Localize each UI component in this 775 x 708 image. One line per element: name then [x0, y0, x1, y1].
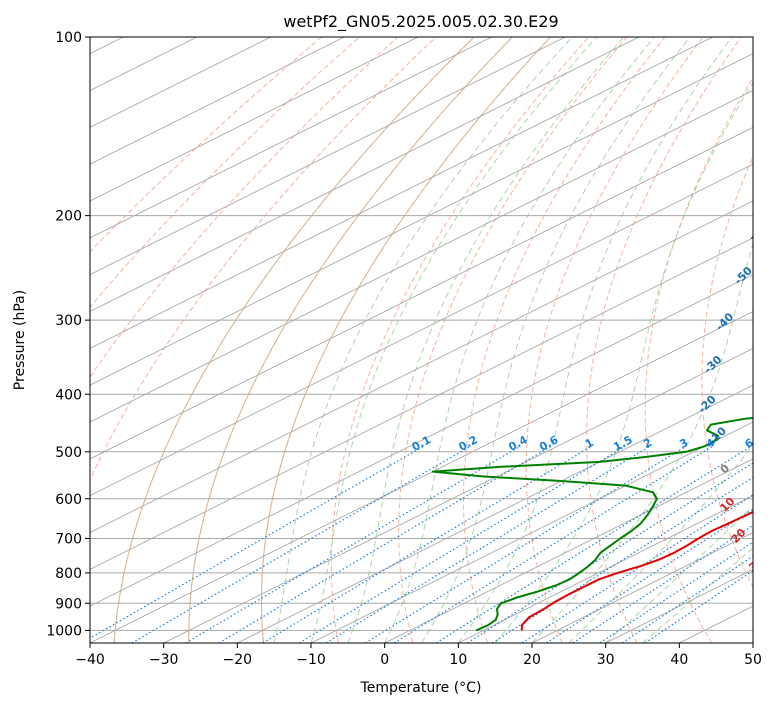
isotherm-line [90, 37, 566, 276]
isotherm-line [90, 37, 713, 349]
isotherm-line [90, 310, 753, 643]
mixing-ratio-line [298, 446, 626, 643]
mixing-ratio-line [467, 462, 753, 643]
mixing-ratio-line [325, 446, 650, 643]
x-tick-label: 30 [597, 652, 615, 668]
y-tick-label: 1000 [46, 623, 82, 639]
isotherm-line [90, 89, 753, 423]
isotherm-label: -60 [746, 220, 769, 243]
x-tick-label: 10 [449, 652, 467, 668]
isotherm-line [90, 200, 753, 534]
isotherm-line [90, 126, 753, 460]
moist-adiabat-line [605, 505, 753, 643]
y-tick-label: 100 [55, 30, 82, 46]
moist-adiabat-line [494, 81, 753, 643]
data-lines [431, 417, 753, 632]
x-tick-label: 0 [380, 652, 389, 668]
moist-adiabat-line [384, 37, 655, 643]
chart-title: wetPf2_GN05.2025.005.02.30.E29 [283, 12, 558, 32]
isotherm-line [90, 37, 492, 239]
isotherm-line [163, 347, 753, 643]
y-tick-label: 400 [55, 387, 82, 403]
moist-adiabat-line [273, 37, 573, 643]
mixing-ratio-line [218, 446, 551, 643]
isotherm-line [310, 421, 753, 643]
isotherm-line [90, 37, 419, 202]
mixing-ratio-line [131, 446, 471, 643]
x-tick-label: 40 [670, 652, 688, 668]
reference-curve [261, 37, 551, 643]
mixing-ratio-line [521, 494, 753, 643]
x-axis: −40 −30 −20 −10 0 10 20 30 40 50 [75, 643, 762, 668]
moist-adiabat-line [457, 37, 733, 643]
dry-adiabat-line [701, 155, 753, 588]
y-tick-label: 600 [55, 492, 82, 508]
reference-curve [188, 37, 513, 643]
isotherm-line [384, 458, 753, 643]
mixing-ratio-line [599, 541, 753, 643]
dry-adiabat-line [90, 37, 437, 481]
mixing-ratio-line [436, 446, 752, 643]
reference-curve [113, 37, 475, 643]
y-tick-label: 900 [55, 596, 82, 612]
mixing-ratio-label: 6 [743, 436, 756, 451]
y-axis: 100 200 300 400 500 600 700 800 900 1000 [46, 30, 90, 639]
x-axis-title: Temperature (°C) [360, 680, 482, 696]
isotherm-line [90, 37, 345, 165]
x-tick-label: −40 [75, 652, 105, 668]
isotherm-line [90, 274, 753, 607]
y-tick-label: 800 [55, 566, 82, 582]
isotherm-line [531, 531, 753, 643]
y-tick-label: 300 [55, 313, 82, 329]
y-tick-label: 200 [55, 209, 82, 225]
mixing-ratio-line [622, 555, 753, 643]
dry-adiabat-line [586, 37, 742, 643]
x-tick-label: 50 [744, 652, 762, 668]
moist-adiabat-line [568, 444, 753, 643]
dry-adiabat-line [330, 37, 589, 643]
isotherm-line [237, 384, 753, 643]
warm-isotherm-label: 30 [746, 554, 766, 574]
isotherm-line [90, 163, 753, 497]
x-tick-label: 20 [523, 652, 541, 668]
y-tick-label: 500 [55, 445, 82, 461]
moist-adiabat-line [347, 37, 625, 643]
dry-adiabat-line [90, 37, 360, 308]
x-tick-label: −10 [296, 652, 326, 668]
temperature-profile [520, 510, 753, 631]
mixing-ratio-line [364, 446, 686, 643]
mixing-ratio-line [491, 476, 753, 643]
y-axis-title: Pressure (hPa) [12, 290, 28, 390]
dry-adiabat-line [463, 37, 666, 643]
x-tick-label: −30 [149, 652, 179, 668]
moist-adiabat-line [531, 241, 753, 643]
mixing-ratio-line [393, 446, 713, 643]
mixing-ratio-line [185, 446, 521, 643]
y-tick-label: 700 [55, 532, 82, 548]
moist-adiabat-line [421, 37, 691, 643]
isotherm-line [458, 495, 753, 643]
dewpoint-profile [431, 417, 753, 632]
x-tick-label: −20 [223, 652, 253, 668]
dry-adiabat-line [525, 37, 704, 643]
isotherm-line [90, 237, 753, 570]
isotherm-line [90, 37, 640, 313]
plot-frame [89, 36, 754, 644]
moist-adiabat-line [642, 547, 753, 643]
background-lines [90, 37, 753, 643]
isotherm-line [90, 53, 753, 386]
